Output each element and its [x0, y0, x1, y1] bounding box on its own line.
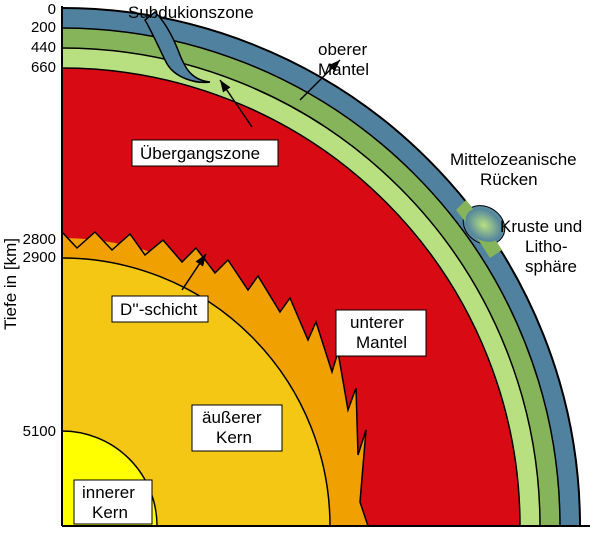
axis-title: Tiefe in [km] [1, 238, 20, 330]
label-box-inner-core: innerer Kern [74, 480, 152, 524]
tick-5100: 5100 [23, 423, 56, 440]
svg-text:D''-schicht: D''-schicht [120, 300, 198, 319]
tick-440: 440 [31, 39, 56, 56]
tick-0: 0 [48, 1, 56, 18]
label-box-outer-core: äußerer Kern [192, 405, 282, 451]
label-subduction: Subdukionszone [128, 3, 254, 22]
svg-text:Kern: Kern [92, 503, 128, 522]
label-box-d-layer: D''-schicht [112, 296, 208, 322]
label-crust-1: Kruste und [500, 217, 582, 236]
label-mor-2: Rücken [480, 170, 538, 189]
svg-text:Übergangszone: Übergangszone [140, 144, 260, 163]
label-crust-3: sphäre [525, 257, 577, 276]
tick-2800: 2800 [23, 231, 56, 248]
earth-cross-section [0, 8, 580, 536]
label-box-lower-mantle: unterer Mantel [336, 310, 426, 356]
svg-text:innerer: innerer [82, 483, 135, 502]
tick-2900: 2900 [23, 249, 56, 266]
label-mor-1: Mittelozeanische [450, 150, 577, 169]
svg-text:Kern: Kern [216, 428, 252, 447]
label-box-transition: Übergangszone [132, 140, 278, 166]
label-crust-2: Litho- [525, 237, 568, 256]
label-upper-mantle-1: oberer [318, 40, 367, 59]
label-upper-mantle-2: Mantel [318, 60, 369, 79]
svg-text:äußerer: äußerer [202, 408, 262, 427]
tick-200: 200 [31, 19, 56, 36]
svg-text:Mantel: Mantel [356, 333, 407, 352]
tick-660: 660 [31, 59, 56, 76]
svg-text:unterer: unterer [350, 313, 404, 332]
